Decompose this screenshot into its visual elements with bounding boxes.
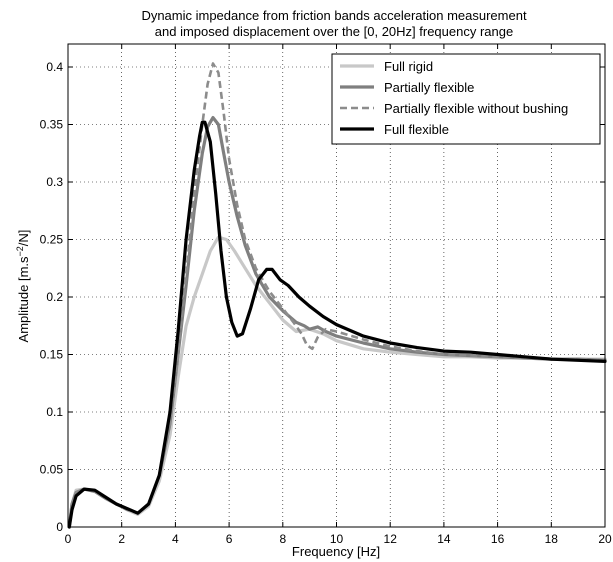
x-tick-label: 10 xyxy=(330,532,344,546)
x-tick-label: 18 xyxy=(545,532,559,546)
series-line-1 xyxy=(67,116,607,529)
legend-box xyxy=(331,53,601,145)
y-tick-label: 0.3 xyxy=(46,175,63,189)
chart-title-line-1: Dynamic impedance from friction bands ac… xyxy=(141,8,527,23)
y-tick-label: 0.2 xyxy=(46,290,63,304)
legend-label: Partially flexible without bushing xyxy=(384,101,568,116)
y-tick-label: 0.25 xyxy=(40,233,64,247)
series-line-0 xyxy=(67,235,607,529)
y-axis-label: Amplitude [m.s−2/N] xyxy=(15,230,31,343)
x-tick-label: 14 xyxy=(437,532,451,546)
y-tick-label: 0.35 xyxy=(40,118,64,132)
series-group xyxy=(67,62,607,529)
x-axis-label: Frequency [Hz] xyxy=(292,544,380,559)
y-tick-label: 0.4 xyxy=(46,60,63,74)
y-axis-label-tail: /N] xyxy=(16,230,31,247)
chart-title-line-2: and imposed displacement over the [0, 20… xyxy=(155,24,513,39)
legend: Full rigid Partially flexible Partially fl… xyxy=(331,53,601,145)
axis-ticks: 0 2 4 6 8 10 12 14 16 18 20 0 0.05 0.1 0.15 0.2 0.25 0.3 0… xyxy=(40,44,612,546)
y-axis-label-main: Amplitude [m.s xyxy=(16,256,31,342)
legend-label: Full flexible xyxy=(384,122,449,137)
x-tick-label: 12 xyxy=(384,532,398,546)
x-tick-label: 20 xyxy=(598,532,612,546)
x-tick-label: 2 xyxy=(118,532,125,546)
y-axis-label-exponent: −2 xyxy=(15,246,25,256)
y-tick-label: 0.05 xyxy=(40,463,64,477)
y-tick-label: 0.15 xyxy=(40,348,64,362)
x-tick-label: 16 xyxy=(491,532,505,546)
y-tick-label: 0.1 xyxy=(46,405,63,419)
x-tick-label: 0 xyxy=(65,532,72,546)
legend-label: Full rigid xyxy=(384,59,433,74)
x-tick-label: 4 xyxy=(172,532,179,546)
y-tick-label: 0 xyxy=(56,520,63,534)
legend-label: Partially flexible xyxy=(384,80,474,95)
x-tick-label: 6 xyxy=(226,532,233,546)
x-tick-label: 8 xyxy=(279,532,286,546)
series-line-3 xyxy=(67,120,607,529)
